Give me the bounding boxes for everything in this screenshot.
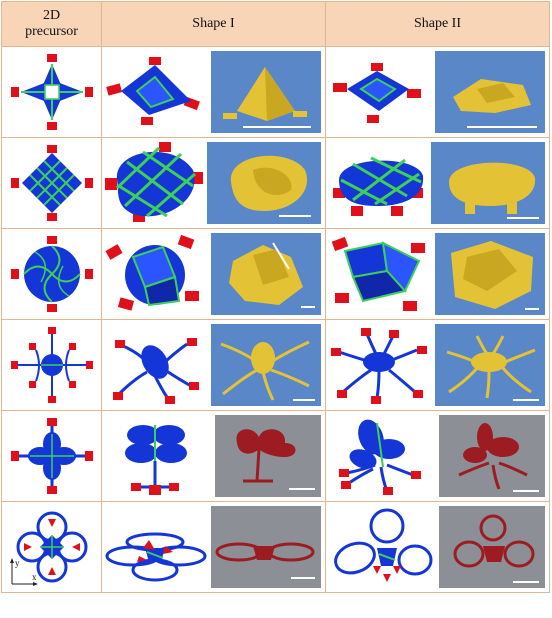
shape-1-cell [101, 46, 326, 138]
shape-2-cell [325, 319, 550, 411]
table-row: y x [1, 501, 550, 593]
shape-2-model-and-sem [338, 415, 545, 497]
shape-1-model-and-sem [105, 51, 321, 133]
shape-1-cell [101, 228, 326, 320]
shape-2-cell [325, 501, 550, 593]
shape-1-cell [101, 410, 326, 502]
shape-1-model [104, 234, 199, 311]
shape-2-model [331, 236, 425, 311]
shape-1-model-and-sem [105, 506, 321, 588]
shape-2-model [330, 328, 427, 404]
precursor-petal-flower [10, 418, 93, 494]
shape-table: 2D precursor Shape I Shape II [1, 1, 550, 593]
shape-1-model-and-sem [124, 415, 321, 497]
shape-2-model-and-sem [331, 233, 545, 315]
precursor-cross-pyramid [10, 54, 93, 130]
header-2d-label: 2D [42, 8, 61, 23]
header-shape-1: Shape I [101, 1, 326, 47]
shape-2-model [332, 63, 421, 123]
shape-2-model-and-sem [332, 142, 545, 224]
shape-1-model-and-sem [112, 324, 321, 406]
header-2d-precursor: 2D precursor [1, 1, 102, 47]
shape-1-photo [214, 415, 321, 497]
shape-2-cell [325, 228, 550, 320]
shape-2-model [332, 156, 423, 216]
table-row [1, 410, 550, 502]
precursor-spider-disk [10, 327, 93, 403]
table-row [1, 137, 550, 229]
table-row [1, 46, 550, 138]
shape-1-model-and-sem [104, 142, 321, 224]
table-row [1, 228, 550, 320]
shape-2-model [338, 419, 421, 495]
header-shape-2: Shape II [325, 1, 550, 47]
shape-1-model [112, 338, 199, 404]
shape-1-model [105, 57, 200, 125]
shape-2-cell [325, 46, 550, 138]
shape-1-model [105, 532, 206, 582]
table-row [1, 319, 550, 411]
precursor-cell: y x [1, 501, 102, 593]
axis-x-label: x [32, 572, 37, 582]
shape-2-cell [325, 410, 550, 502]
shape-2-model-and-sem [330, 324, 545, 406]
shape-2-photo [438, 415, 545, 497]
axis-y-label: y [15, 558, 20, 568]
shape-1-model [124, 425, 187, 495]
precursor-ring-flower [16, 511, 87, 583]
precursor-cell [1, 319, 102, 411]
shape-2-cell [325, 137, 550, 229]
shape-1-cell [101, 319, 326, 411]
axes-indicator: y x [10, 558, 38, 586]
shape-1-model [104, 142, 203, 222]
shape-2-model-and-sem [332, 51, 545, 133]
shape-1-cell [101, 501, 326, 593]
precursor-cell [1, 410, 102, 502]
precursor-cell [1, 137, 102, 229]
precursor-cell [1, 46, 102, 138]
shape-1-model-and-sem [104, 233, 321, 315]
header-precursor-label: precursor [25, 24, 78, 39]
header-row: 2D precursor Shape I Shape II [1, 1, 550, 47]
shape-1-cell [101, 137, 326, 229]
precursor-diamond-grid [10, 145, 93, 221]
shape-2-model [333, 508, 432, 582]
shape-2-model-and-sem [333, 506, 545, 588]
precursor-cell [1, 228, 102, 320]
precursor-pinwheel-disk [10, 236, 93, 312]
